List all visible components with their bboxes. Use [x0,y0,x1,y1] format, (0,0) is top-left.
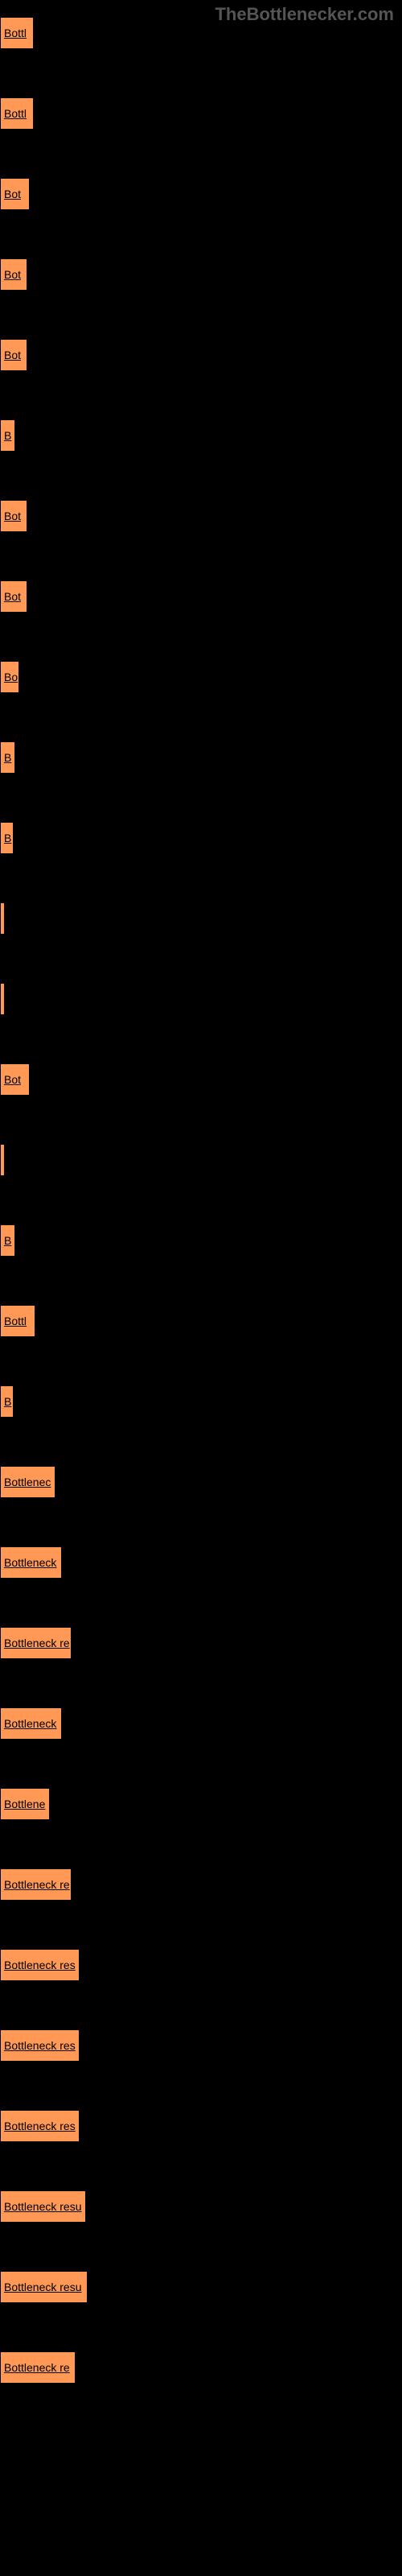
bar: Bot [0,338,28,372]
bar-row: Bottleneck re [0,1868,402,1901]
bar-row: B [0,741,402,774]
bar-label-link[interactable]: Bottlenec [4,1476,51,1488]
bar-row: Bottleneck res [0,2029,402,2062]
bar: B [0,419,16,452]
bar: Bottleneck re [0,2351,76,2384]
bar-label-link[interactable]: Bot [4,510,21,522]
bar-row: Bottleneck res [0,2109,402,2143]
bar [0,982,6,1016]
bar-label-link[interactable]: Bot [4,590,21,603]
bar-row: Bot [0,258,402,291]
bar-row: Bottl [0,1304,402,1338]
bar: B [0,741,16,774]
bar: Bottleneck res [0,2029,80,2062]
bar: Bottleneck res [0,1948,80,1982]
bar-row [0,902,402,935]
bar-label-link[interactable]: Bottleneck re [4,1878,70,1891]
bar-label-link[interactable]: B [4,832,11,844]
bar [0,1143,6,1177]
bar: Bot [0,1063,31,1096]
bar-row: Bot [0,1063,402,1096]
bar-label-link[interactable]: Bottlene [4,1798,45,1810]
bar-label-link[interactable]: Bottleneck res [4,1959,76,1971]
bar-label-link[interactable]: Bottl [4,1315,27,1327]
bar-row: Bottlene [0,1787,402,1821]
bar-label-link[interactable]: B [4,751,11,764]
bar-row [0,1143,402,1177]
bar-row: Bot [0,580,402,613]
bar-label-link[interactable]: Bottleneck [4,1556,56,1569]
bar: Bot [0,177,31,211]
bar-label-link[interactable]: Bo [4,671,18,683]
bar-row: Bottl [0,97,402,130]
bar: Bottlene [0,1787,51,1821]
bar-label-link[interactable]: Bottleneck res [4,2120,76,2132]
bar: Bottl [0,1304,36,1338]
bar-label-link[interactable]: Bot [4,349,21,361]
bar-row: Bottleneck resu [0,2190,402,2223]
watermark: TheBottlenecker.com [215,4,394,25]
bar: B [0,1224,16,1257]
bar-row: B [0,419,402,452]
bar-row: Bottleneck res [0,1948,402,1982]
bar-chart: Bottl Bottl Bot Bot Bot B Bot Bot Bo B B Bot B Bottl B… [0,0,402,2447]
bar: Bot [0,258,28,291]
bar-row: Bottleneck [0,1707,402,1740]
bar-row: Bot [0,177,402,211]
bar-label-link[interactable]: B [4,1234,11,1247]
bar: Bottlenec [0,1465,56,1499]
bar: Bottleneck re [0,1868,72,1901]
bar-label-link[interactable]: Bot [4,1073,21,1086]
bar-row: Bottleneck [0,1546,402,1579]
bar [0,902,6,935]
bar: Bo [0,660,20,694]
bar-row [0,982,402,1016]
bar-label-link[interactable]: Bot [4,188,21,200]
bar-label-link[interactable]: B [4,1395,11,1408]
bar-label-link[interactable]: Bottleneck resu [4,2281,82,2293]
bar-label-link[interactable]: B [4,429,11,442]
bar-row: Bot [0,499,402,533]
bar-row: B [0,1385,402,1418]
bar-label-link[interactable]: Bottleneck re [4,2361,70,2374]
bar: Bottleneck [0,1546,63,1579]
bar-row: Bo [0,660,402,694]
bar-label-link[interactable]: Bottl [4,107,27,120]
bar-label-link[interactable]: Bottleneck [4,1717,56,1730]
bar-label-link[interactable]: Bottl [4,27,27,39]
bar: Bot [0,499,28,533]
bar-row: Bottleneck re [0,2351,402,2384]
bar: Bottleneck res [0,2109,80,2143]
bar-label-link[interactable]: Bot [4,268,21,281]
bar-row: Bot [0,338,402,372]
bar: B [0,821,14,855]
bar: Bottleneck resu [0,2190,87,2223]
bar: B [0,1385,14,1418]
bar: Bottleneck [0,1707,63,1740]
bar-row: B [0,1224,402,1257]
bar-label-link[interactable]: Bottleneck resu [4,2200,82,2213]
bar-row: Bottleneck resu [0,2270,402,2304]
bar-row: Bottleneck re [0,1626,402,1660]
bar: Bottleneck re [0,1626,72,1660]
bar-label-link[interactable]: Bottleneck res [4,2039,76,2052]
bar: Bot [0,580,28,613]
bar: Bottleneck resu [0,2270,88,2304]
bar-label-link[interactable]: Bottleneck re [4,1637,70,1649]
bar: Bottl [0,16,35,50]
bar: Bottl [0,97,35,130]
bar-row: B [0,821,402,855]
bar-row: Bottlenec [0,1465,402,1499]
